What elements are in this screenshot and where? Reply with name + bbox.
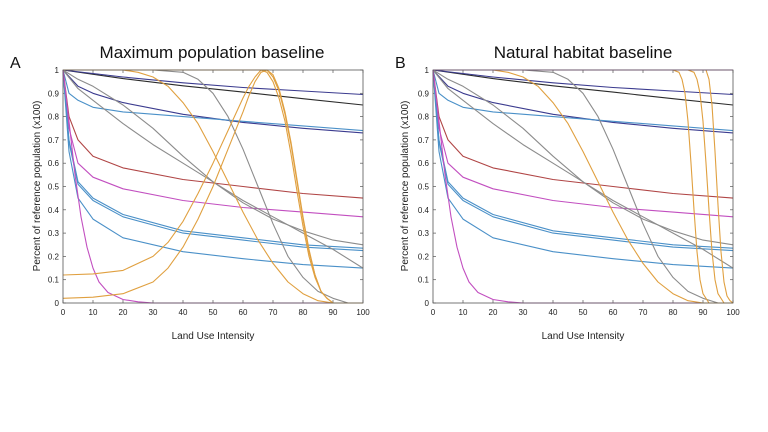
series-line-blue-1 [62, 69, 364, 132]
y-tick-label: 0 [55, 299, 60, 308]
series-line-orange-decline [433, 69, 733, 304]
panel-a-frame [62, 69, 364, 304]
y-tick-label: 0.2 [48, 252, 60, 261]
series-line-navy-2 [62, 69, 364, 134]
y-tick-label: 1 [55, 66, 60, 75]
y-tick-label: 0.1 [418, 276, 430, 285]
series-line-orange-steep-3 [433, 69, 734, 304]
x-tick-label: 90 [699, 308, 708, 317]
panel-a-xlabel: Land Use Intensity [172, 331, 255, 342]
panel-b-ticks: 0 10 20 30 40 50 60 70 80 90 100 0 0.1 0.2 0.3 0.4 0.5 0.… [418, 66, 740, 317]
panel-b-ylabel: Percent of reference population (x100) [400, 101, 411, 272]
series-line-grey-1 [432, 69, 734, 269]
panel-a-ticks: 0 10 20 30 40 50 60 70 80 90 100 0 0.1 0.2 0.3 0.4 0.5 0.… [48, 66, 370, 317]
y-tick-label: 0.8 [418, 113, 430, 122]
x-tick-label: 50 [209, 308, 218, 317]
y-tick-label: 0.6 [418, 159, 430, 168]
y-tick-label: 0.7 [418, 136, 430, 145]
y-tick-label: 0.4 [48, 206, 60, 215]
series-line-red [432, 69, 734, 199]
series-line-blue-3 [432, 69, 734, 252]
x-tick-label: 70 [269, 308, 278, 317]
panel-b-frame [432, 69, 734, 304]
x-tick-label: 20 [119, 308, 128, 317]
x-tick-label: 100 [356, 308, 370, 317]
series-line-navy-1 [62, 69, 364, 96]
panel-a-title: Maximum population baseline [100, 43, 325, 62]
series-line-blue-1 [432, 69, 734, 132]
x-tick-label: 40 [549, 308, 558, 317]
x-tick-label: 60 [609, 308, 618, 317]
x-tick-label: 10 [89, 308, 98, 317]
y-tick-label: 0.1 [48, 276, 60, 285]
panel-b-xlabel: Land Use Intensity [542, 331, 625, 342]
panel-b-title: Natural habitat baseline [494, 43, 673, 62]
y-tick-label: 0.5 [418, 183, 430, 192]
y-tick-label: 0.3 [48, 229, 60, 238]
x-tick-label: 0 [431, 308, 436, 317]
y-tick-label: 0.3 [418, 229, 430, 238]
x-tick-label: 80 [299, 308, 308, 317]
x-tick-label: 100 [726, 308, 740, 317]
y-tick-label: 0.9 [48, 89, 60, 98]
series-line-navy-1 [432, 69, 734, 96]
series-line-blue-2 [432, 69, 734, 249]
x-tick-label: 80 [669, 308, 678, 317]
panel-b-curves [432, 69, 734, 304]
y-tick-label: 0.5 [48, 183, 60, 192]
series-line-orange-peak-2 [62, 69, 363, 304]
x-tick-label: 70 [639, 308, 648, 317]
series-line-magenta-1 [432, 69, 734, 218]
x-tick-label: 10 [459, 308, 468, 317]
x-tick-label: 40 [179, 308, 188, 317]
y-tick-label: 1 [425, 66, 430, 75]
series-line-grey-3 [433, 69, 733, 304]
panel-a: A Maximum population baseline Land Use I… [10, 43, 370, 342]
panel-a-curves [62, 69, 364, 304]
series-line-grey-2 [432, 69, 734, 246]
series-line-magenta-1 [62, 69, 364, 218]
series-line-orange-steep-1 [433, 69, 733, 304]
series-line-dark-1 [432, 69, 734, 106]
x-tick-label: 0 [61, 308, 66, 317]
series-line-dark-1 [62, 69, 364, 106]
y-tick-label: 0.8 [48, 113, 60, 122]
series-line-blue-2 [62, 69, 364, 249]
series-line-orange-decline [63, 69, 363, 304]
x-tick-label: 20 [489, 308, 498, 317]
y-tick-label: 0.2 [418, 252, 430, 261]
series-line-blue-4 [432, 69, 734, 269]
x-tick-label: 50 [579, 308, 588, 317]
x-tick-label: 90 [329, 308, 338, 317]
series-line-red [62, 69, 364, 199]
y-tick-label: 0.4 [418, 206, 430, 215]
series-line-magenta-2 [432, 69, 733, 304]
panel-b-letter: B [395, 55, 406, 72]
series-line-blue-3 [62, 69, 364, 252]
y-tick-label: 0.9 [418, 89, 430, 98]
series-line-blue-4 [62, 69, 364, 269]
panel-a-letter: A [10, 55, 21, 72]
y-tick-label: 0 [425, 299, 430, 308]
x-tick-label: 60 [239, 308, 248, 317]
series-line-grey-1 [62, 69, 364, 269]
x-tick-label: 30 [149, 308, 158, 317]
series-line-navy-2 [432, 69, 734, 134]
panel-a-ylabel: Percent of reference population (x100) [32, 101, 43, 272]
series-line-grey-2 [62, 69, 364, 246]
panel-b: B Natural habitat baseline Land Use Inte… [395, 43, 740, 342]
y-tick-label: 0.6 [48, 159, 60, 168]
x-tick-label: 30 [519, 308, 528, 317]
series-line-grey-3 [63, 69, 363, 304]
series-line-orange-steep-2 [433, 69, 733, 304]
y-tick-label: 0.7 [48, 136, 60, 145]
